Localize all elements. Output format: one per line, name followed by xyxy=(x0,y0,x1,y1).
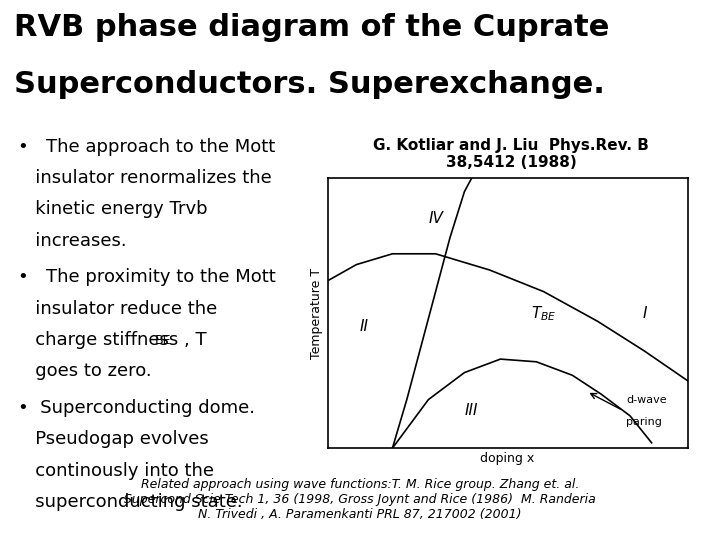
Text: Superconductors. Superexchange.: Superconductors. Superexchange. xyxy=(14,70,606,99)
Text: RVB phase diagram of the Cuprate: RVB phase diagram of the Cuprate xyxy=(14,14,610,43)
Text: BE: BE xyxy=(155,334,171,347)
Text: increases.: increases. xyxy=(18,232,127,249)
Text: insulator reduce the: insulator reduce the xyxy=(18,300,217,318)
Text: charge stiffness , T: charge stiffness , T xyxy=(18,331,207,349)
Text: IV: IV xyxy=(428,211,443,226)
Text: •   The approach to the Mott: • The approach to the Mott xyxy=(18,138,275,156)
Text: •   The proximity to the Mott: • The proximity to the Mott xyxy=(18,268,276,286)
Text: II: II xyxy=(359,319,368,334)
X-axis label: doping x: doping x xyxy=(480,453,535,465)
Text: G. Kotliar and J. Liu  Phys.Rev. B
38,5412 (1988): G. Kotliar and J. Liu Phys.Rev. B 38,541… xyxy=(373,138,649,170)
Text: d-wave: d-wave xyxy=(626,395,667,405)
Text: Pseudogap evolves: Pseudogap evolves xyxy=(18,430,209,448)
Text: continously into the: continously into the xyxy=(18,462,214,480)
Text: •  Superconducting dome.: • Superconducting dome. xyxy=(18,399,255,417)
Text: insulator renormalizes the: insulator renormalizes the xyxy=(18,169,271,187)
Text: kinetic energy Trvb: kinetic energy Trvb xyxy=(18,200,207,218)
Text: I: I xyxy=(642,306,647,321)
Text: goes to zero.: goes to zero. xyxy=(18,362,152,380)
Text: superconducting state.: superconducting state. xyxy=(18,493,243,511)
Text: $T_{BE}$: $T_{BE}$ xyxy=(531,304,557,322)
Text: III: III xyxy=(465,403,478,418)
Y-axis label: Temperature T: Temperature T xyxy=(310,268,323,359)
Text: Related approach using wave functions:T. M. Rice group. Zhang et. al.
Supercond : Related approach using wave functions:T.… xyxy=(124,478,596,521)
Text: paring: paring xyxy=(626,416,662,427)
